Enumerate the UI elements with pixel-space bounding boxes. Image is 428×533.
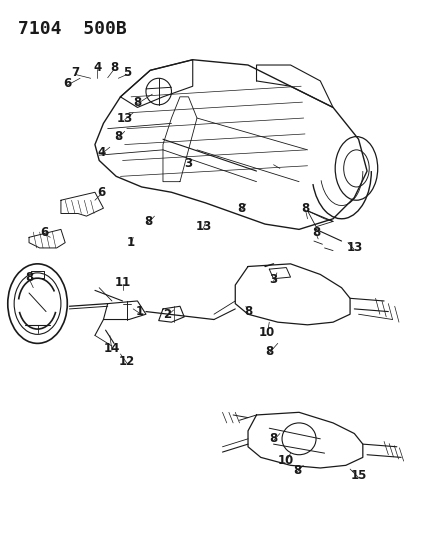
Text: 4: 4 — [97, 146, 105, 159]
Text: 3: 3 — [184, 157, 193, 169]
Text: 6: 6 — [63, 77, 71, 90]
Text: 6: 6 — [40, 225, 48, 239]
Text: 8: 8 — [144, 215, 152, 228]
Text: 13: 13 — [346, 241, 363, 254]
Text: 8: 8 — [244, 305, 252, 318]
Text: 14: 14 — [104, 342, 120, 355]
Text: 8: 8 — [114, 130, 122, 143]
Text: 1: 1 — [136, 305, 144, 318]
Text: 11: 11 — [114, 276, 131, 289]
Text: 8: 8 — [134, 95, 142, 109]
Text: 8: 8 — [312, 225, 320, 239]
Text: 8: 8 — [110, 61, 118, 74]
Text: 10: 10 — [278, 454, 294, 466]
Text: 8: 8 — [265, 345, 273, 358]
Text: 8: 8 — [293, 464, 301, 477]
Text: 7104  500B: 7104 500B — [18, 20, 127, 38]
Text: 3: 3 — [270, 273, 278, 286]
Text: 13: 13 — [195, 220, 211, 233]
Text: 13: 13 — [116, 111, 133, 125]
Text: 8: 8 — [238, 201, 246, 215]
Text: 15: 15 — [351, 470, 367, 482]
Text: 12: 12 — [119, 356, 135, 368]
Text: 4: 4 — [93, 61, 101, 74]
Text: 8: 8 — [269, 432, 278, 446]
Text: 1: 1 — [127, 236, 135, 249]
Text: 8: 8 — [301, 201, 309, 215]
Text: 10: 10 — [259, 326, 275, 340]
Text: 7: 7 — [72, 67, 80, 79]
Text: 8: 8 — [25, 271, 33, 284]
Text: 6: 6 — [97, 186, 105, 199]
Text: 2: 2 — [163, 308, 171, 321]
Text: 5: 5 — [123, 67, 131, 79]
